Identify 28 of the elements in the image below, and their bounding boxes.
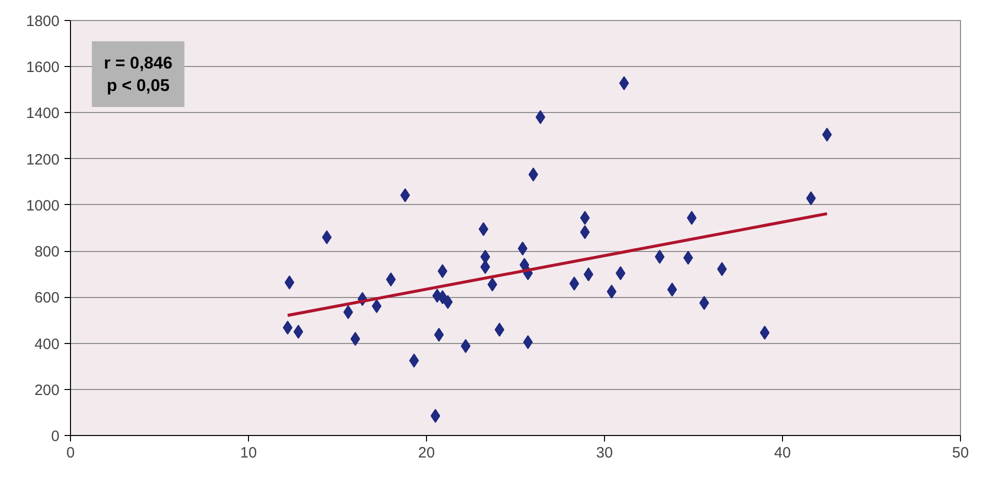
y-tick-label: 800 bbox=[34, 244, 60, 261]
point bbox=[569, 276, 580, 291]
point bbox=[654, 250, 665, 264]
y-tick-label: 400 bbox=[34, 336, 60, 353]
x-tick-label: 30 bbox=[596, 444, 613, 462]
y-tick-label: 1400 bbox=[26, 105, 60, 122]
y-tick-label: 1600 bbox=[26, 59, 60, 76]
point bbox=[760, 326, 770, 340]
point bbox=[699, 296, 710, 310]
y-tick-label: 200 bbox=[34, 382, 60, 399]
y-tick-label: 1200 bbox=[26, 151, 60, 168]
point bbox=[480, 260, 490, 274]
x-tick-label: 40 bbox=[774, 444, 791, 462]
point bbox=[343, 305, 354, 320]
point bbox=[480, 250, 490, 264]
y-tick-label: 0 bbox=[51, 428, 60, 445]
x-tick-label: 0 bbox=[66, 444, 75, 462]
x-tick-label: 50 bbox=[952, 444, 969, 462]
x-tick-label: 10 bbox=[240, 444, 257, 462]
point bbox=[528, 168, 538, 182]
y-tick-label: 600 bbox=[34, 290, 60, 307]
annotation: r = 0,846 p < 0,05 bbox=[104, 53, 172, 96]
y-tick-label: 1000 bbox=[26, 197, 60, 214]
point bbox=[322, 230, 332, 244]
x-tick-label: 20 bbox=[418, 444, 435, 462]
point bbox=[350, 332, 360, 346]
point bbox=[686, 210, 697, 225]
y-tick-label: 1800 bbox=[26, 13, 60, 30]
